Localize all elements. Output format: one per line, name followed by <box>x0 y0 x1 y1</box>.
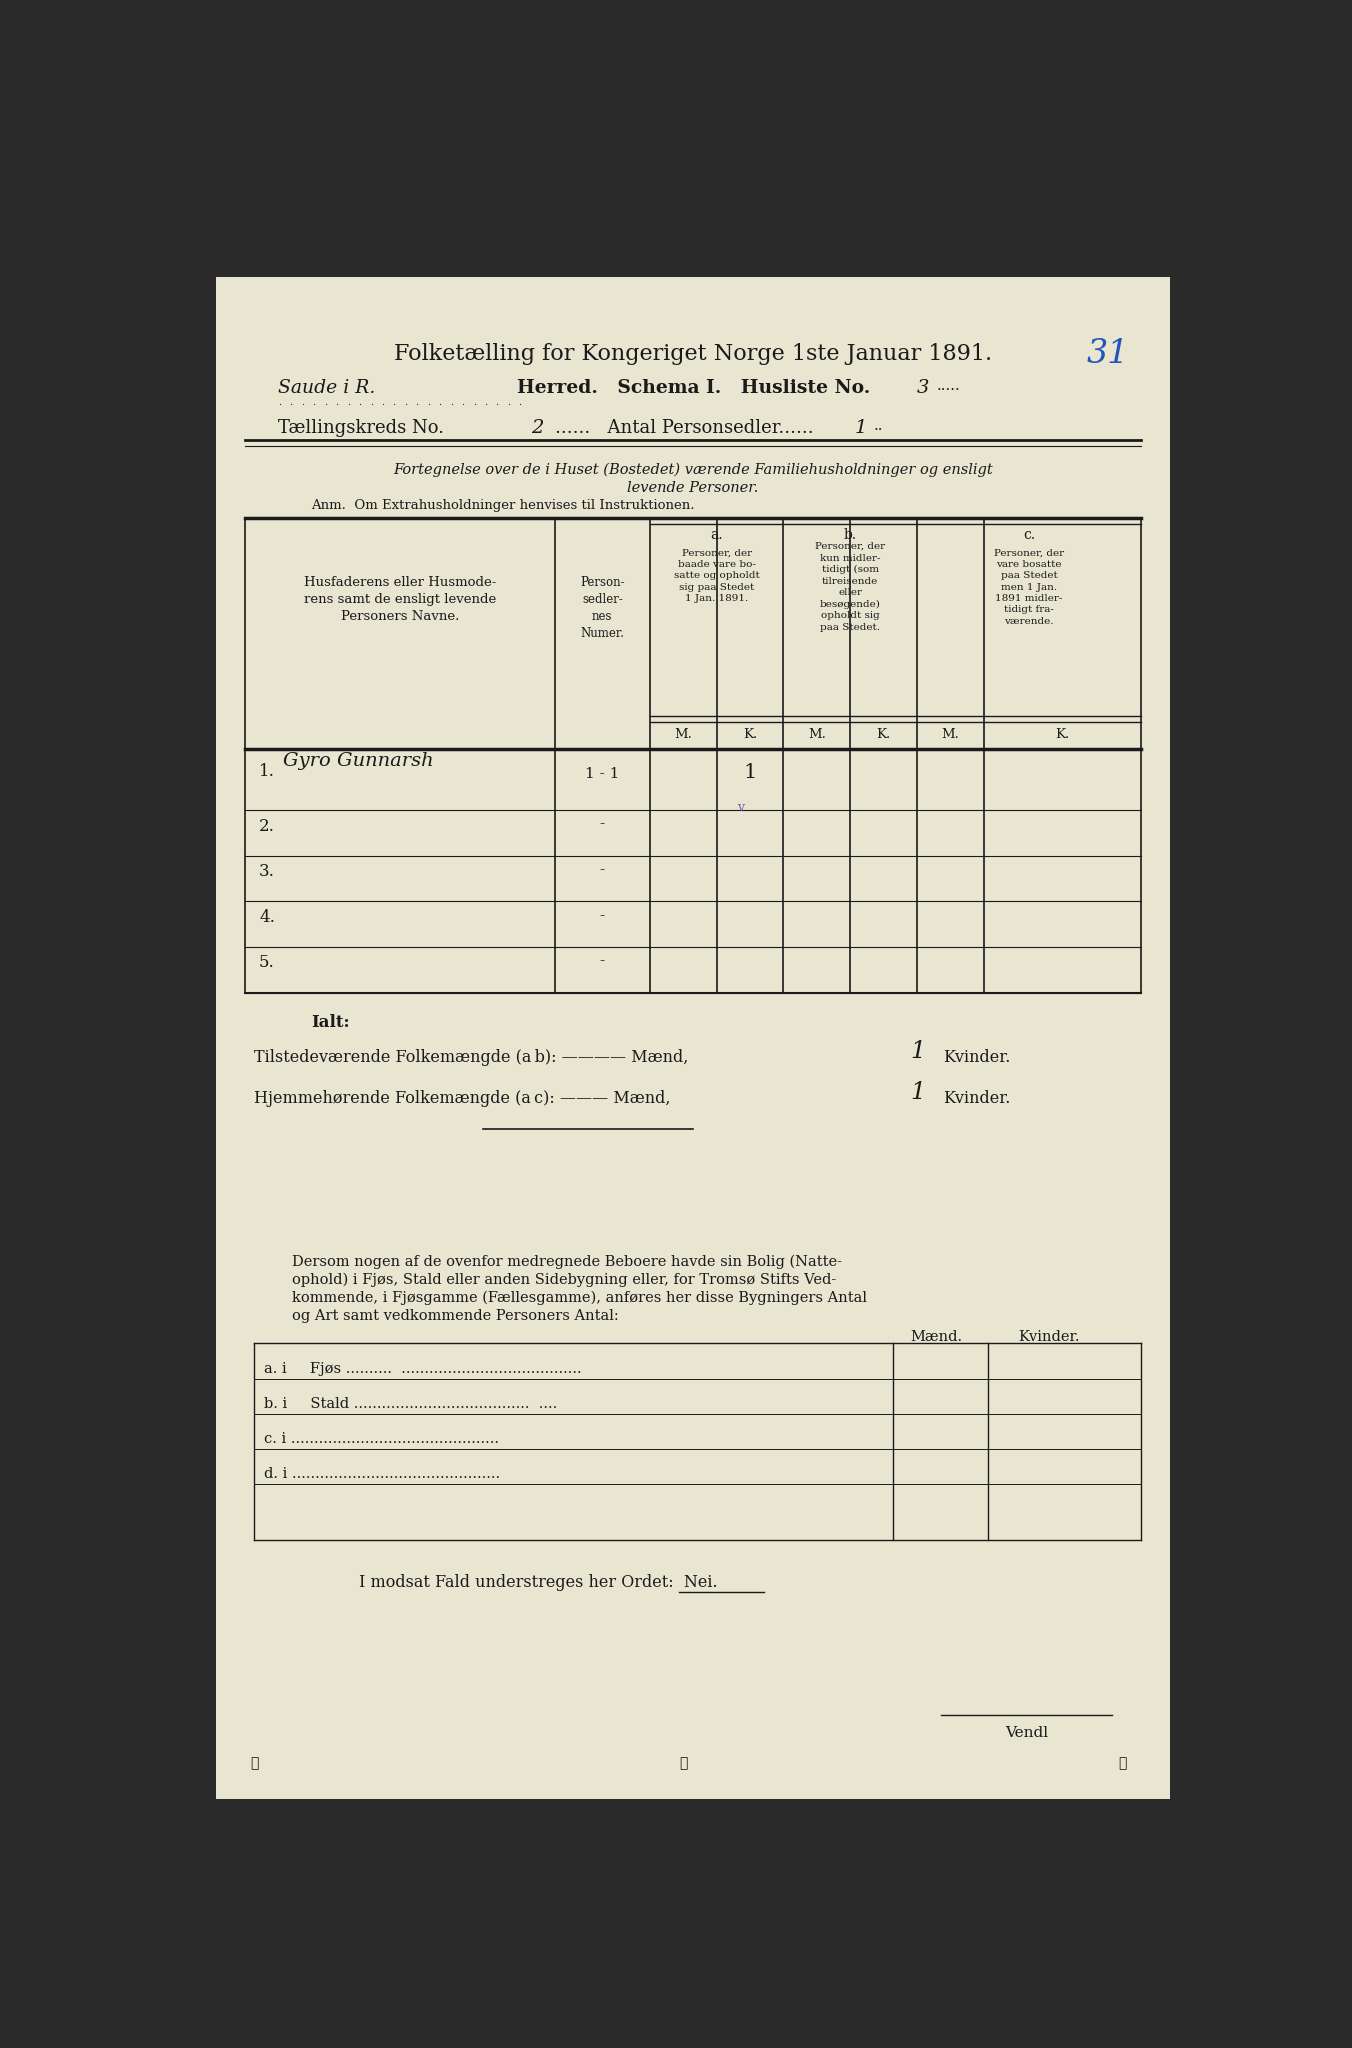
Text: .: . <box>279 397 281 406</box>
Text: -: - <box>600 909 604 924</box>
Text: 1: 1 <box>744 762 757 782</box>
Text: .: . <box>473 397 476 406</box>
Text: v: v <box>737 801 744 813</box>
Text: 1 - 1: 1 - 1 <box>585 768 619 780</box>
Text: Ialt:: Ialt: <box>311 1014 350 1030</box>
Text: .: . <box>335 397 338 406</box>
Text: Personer, der
baade vare bo-
satte og opholdt
sig paa Stedet
1 Jan. 1891.: Personer, der baade vare bo- satte og op… <box>673 549 760 602</box>
Text: .: . <box>301 397 304 406</box>
Text: Personer, der
kun midler-
tidigt (som
tilreisende
eller
besøgende)
opholdt sig
p: Personer, der kun midler- tidigt (som ti… <box>815 543 886 631</box>
Text: Husfaderens eller Husmode-
rens samt de ensligt levende
Personers Navne.: Husfaderens eller Husmode- rens samt de … <box>303 575 496 623</box>
Text: ★: ★ <box>250 1757 258 1769</box>
Text: .: . <box>346 397 350 406</box>
Text: 1.: 1. <box>260 762 274 780</box>
Text: 4.: 4. <box>260 909 274 926</box>
Text: .: . <box>392 397 396 406</box>
Text: Folketælling for Kongeriget Norge 1ste Januar 1891.: Folketælling for Kongeriget Norge 1ste J… <box>393 342 992 365</box>
Text: 3: 3 <box>917 379 929 397</box>
Text: 31: 31 <box>1087 338 1129 371</box>
Text: .....: ..... <box>937 379 961 393</box>
Text: kommende, i ​Fjøsgamme​ (Fællesgamme), anføres her disse Bygningers Antal: kommende, i ​Fjøsgamme​ (Fællesgamme), a… <box>292 1290 868 1305</box>
Text: .: . <box>381 397 384 406</box>
Text: 3.: 3. <box>260 862 274 881</box>
Text: ..: .. <box>873 420 884 432</box>
Text: Kvinder.: Kvinder. <box>942 1049 1010 1065</box>
Text: K.: K. <box>744 727 757 741</box>
Text: 5.: 5. <box>260 954 274 971</box>
Text: .: . <box>324 397 327 406</box>
Text: K.: K. <box>1056 727 1069 741</box>
Text: ★: ★ <box>1118 1757 1126 1769</box>
Text: Tilstedeværende Folkemængde (a b): ———— Mænd,: Tilstedeværende Folkemængde (a b): ———— … <box>254 1049 688 1065</box>
Text: Vendl: Vendl <box>1005 1726 1048 1741</box>
Text: .: . <box>289 397 292 406</box>
Text: .: . <box>507 397 510 406</box>
Text: 2: 2 <box>531 420 544 436</box>
Text: Kvinder.: Kvinder. <box>1018 1331 1079 1343</box>
Text: Dersom nogen af de ovenfor medregnede Beboere havde sin Bolig (Natte-: Dersom nogen af de ovenfor medregnede Be… <box>292 1253 842 1268</box>
Text: ophold) i ​Fjøs, Stald eller anden Sidebygning​ eller, for Tromsø Stifts Ved-: ophold) i ​Fjøs, Stald eller anden Sideb… <box>292 1272 837 1286</box>
Text: ★: ★ <box>679 1757 688 1769</box>
Text: Saude i R.: Saude i R. <box>279 379 376 397</box>
Text: Anm.  Om Extrahusholdninger henvises til Instruktionen.: Anm. Om Extrahusholdninger henvises til … <box>311 500 695 512</box>
Text: Kvinder.: Kvinder. <box>942 1090 1010 1106</box>
Text: 1: 1 <box>854 420 868 436</box>
Text: Fortegnelse over de i Huset (Bostedet) værende Familiehusholdninger og ensligt: Fortegnelse over de i Huset (Bostedet) v… <box>393 463 992 477</box>
Text: M.: M. <box>941 727 960 741</box>
Text: M.: M. <box>675 727 692 741</box>
Text: .: . <box>369 397 373 406</box>
Text: .: . <box>427 397 430 406</box>
Text: c. i .............................................: c. i ...................................… <box>264 1432 499 1446</box>
Text: d. i .............................................: d. i ...................................… <box>264 1466 500 1481</box>
Text: Personer, der
vare bosatte
paa Stedet
men 1 Jan.
1891 midler-
tidigt fra-
værend: Personer, der vare bosatte paa Stedet me… <box>994 549 1064 627</box>
Text: M.: M. <box>808 727 826 741</box>
Text: .: . <box>312 397 315 406</box>
Text: a. i     Fjøs ..........  .......................................: a. i Fjøs .......... ...................… <box>264 1362 581 1376</box>
Text: a.: a. <box>710 528 723 543</box>
Text: b.: b. <box>844 528 857 543</box>
Text: K.: K. <box>876 727 891 741</box>
Text: .: . <box>518 397 522 406</box>
Text: levende Personer.: levende Personer. <box>627 481 758 496</box>
Text: b. i     Stald ......................................  ....: b. i Stald .............................… <box>264 1397 557 1411</box>
Text: .: . <box>438 397 442 406</box>
Text: .: . <box>415 397 419 406</box>
Text: Hjemmehørende Folkemængde (a c): ——— Mænd,: Hjemmehørende Folkemængde (a c): ——— Mæn… <box>254 1090 671 1106</box>
Text: 1: 1 <box>910 1081 925 1104</box>
Text: .: . <box>484 397 487 406</box>
Text: Gyro Gunnarsh: Gyro Gunnarsh <box>283 752 434 770</box>
Text: Person-
sedler-
nes
Numer.: Person- sedler- nes Numer. <box>580 575 625 639</box>
Text: .: . <box>450 397 453 406</box>
Text: Mænd.: Mænd. <box>910 1331 963 1343</box>
Text: 1: 1 <box>910 1040 925 1063</box>
Text: .: . <box>461 397 464 406</box>
Text: ......   Antal Personsedler......: ...... Antal Personsedler...... <box>554 420 814 436</box>
Text: -: - <box>600 954 604 969</box>
Text: .: . <box>496 397 499 406</box>
Text: .: . <box>358 397 361 406</box>
Text: -: - <box>600 817 604 831</box>
Text: Herred.   Schema I.   Husliste No.: Herred. Schema I. Husliste No. <box>516 379 869 397</box>
Text: Tællingskreds No.: Tællingskreds No. <box>279 420 443 436</box>
Text: og Art samt vedkommende Personers Antal:: og Art samt vedkommende Personers Antal: <box>292 1309 619 1323</box>
Text: c.: c. <box>1023 528 1036 543</box>
Text: -: - <box>600 862 604 877</box>
Text: .: . <box>404 397 407 406</box>
Text: 2.: 2. <box>260 817 274 834</box>
Text: I modsat Fald understreges her Ordet:  Nei.: I modsat Fald understreges her Ordet: Ne… <box>360 1573 718 1591</box>
